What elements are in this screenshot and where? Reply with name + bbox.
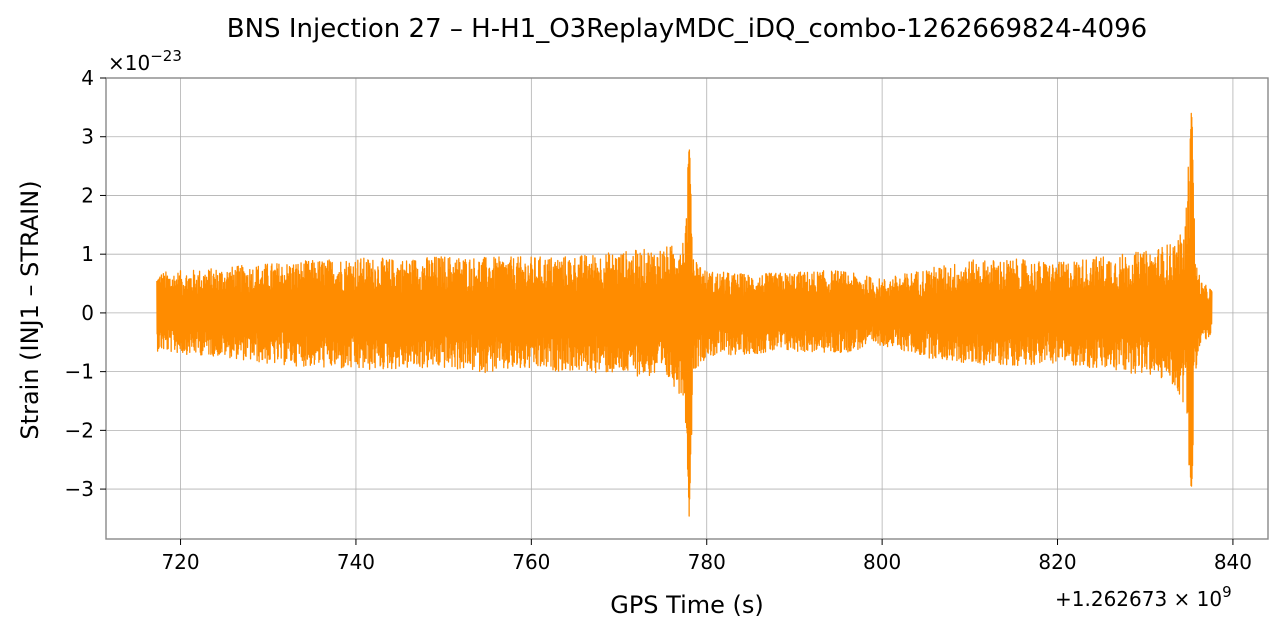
x-offset-value: +1.262673 [1055, 587, 1167, 611]
y-tick-label: 3 [81, 125, 94, 149]
y-scale-label: ×10−23 [108, 47, 182, 75]
y-tick-label: 0 [81, 301, 94, 325]
y-tick-label: −2 [65, 418, 94, 442]
y-axis-ticks: −3 −2 −1 0 1 2 3 4 [65, 66, 106, 501]
x-offset-label: +1.262673 × 109 [1055, 583, 1232, 611]
x-tick-label: 760 [512, 550, 550, 574]
x-offset-times: × [1167, 587, 1196, 611]
chart-title: BNS Injection 27 – H-H1_O3ReplayMDC_iDQ_… [227, 14, 1147, 44]
y-axis-label: Strain (INJ1 – STRAIN) [16, 180, 44, 439]
y-tick-label: 1 [81, 242, 94, 266]
y-tick-label: −1 [65, 360, 94, 384]
y-tick-label: 2 [81, 183, 94, 207]
x-tick-label: 740 [337, 550, 375, 574]
x-offset-exponent: 9 [1222, 583, 1232, 601]
y-scale-base: ×10 [108, 51, 150, 75]
x-tick-label: 820 [1038, 550, 1076, 574]
x-tick-label: 840 [1214, 550, 1252, 574]
x-axis-label: GPS Time (s) [610, 591, 764, 619]
y-scale-exponent: −23 [150, 47, 182, 65]
y-tick-label: 4 [81, 66, 94, 90]
series-strain [156, 112, 1213, 517]
x-tick-label: 780 [688, 550, 726, 574]
series-line [156, 112, 1213, 517]
y-tick-label: −3 [65, 477, 94, 501]
x-tick-label: 800 [863, 550, 901, 574]
x-axis-ticks: 720 740 760 780 800 820 840 [161, 539, 1252, 574]
x-offset-base: 10 [1197, 587, 1222, 611]
x-tick-label: 720 [161, 550, 199, 574]
plot-frame [105, 77, 1269, 540]
